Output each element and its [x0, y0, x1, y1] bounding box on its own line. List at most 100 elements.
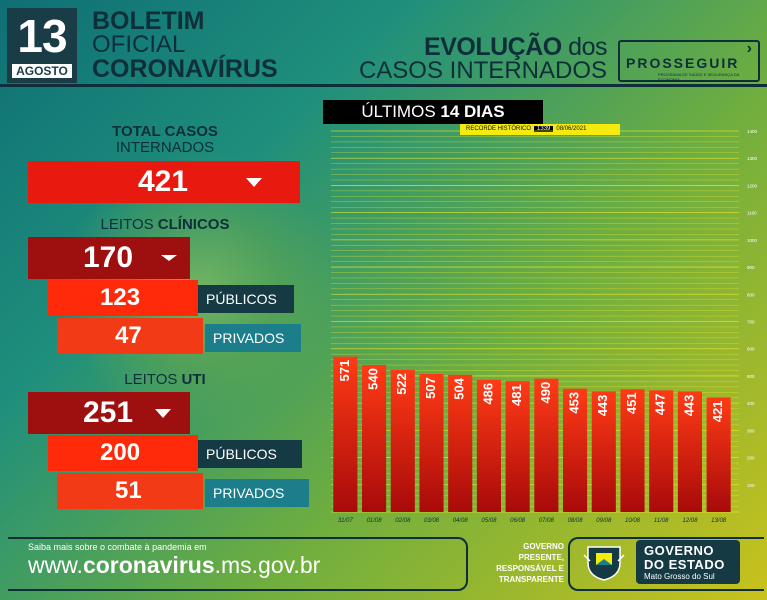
bar-value-label: 451 — [624, 392, 639, 414]
record-label: RECORDE HISTÓRICO — [466, 126, 532, 132]
bar-value-label: 443 — [681, 395, 696, 417]
bar — [563, 388, 588, 512]
government-slogan: GOVERNO PRESENTE, RESPONSÁVEL E TRANSPAR… — [478, 541, 564, 585]
clinicos-publicos-tag: PÚBLICOS — [198, 285, 294, 313]
bar — [476, 379, 501, 512]
chart-heading-line-2: CASOS INTERNADOS — [358, 57, 607, 84]
government-logo: GOVERNO DO ESTADO Mato Grosso do Sul — [636, 540, 740, 584]
footer-info-text: Saiba mais sobre o combate à pandemia em — [28, 542, 207, 552]
x-tick-label: 10/08 — [625, 518, 641, 524]
chevron-right-icon: › — [746, 40, 752, 57]
bar — [706, 397, 731, 512]
state-crest-icon — [583, 546, 625, 581]
bar-value-label: 540 — [366, 368, 381, 390]
prosseguir-logo-subtitle: PROGRAMA DE SAÚDE E SEGURANÇA DA ECONOMI… — [658, 72, 740, 82]
y-tick-label: 500 — [747, 374, 755, 379]
y-tick-label: 900 — [747, 265, 755, 270]
government-logo-line-3: Mato Grosso do Sul — [644, 572, 715, 581]
total-label: TOTAL CASOS INTERNADOS — [80, 124, 250, 156]
x-tick-label: 05/08 — [481, 518, 497, 524]
clinicos-publicos-value: 123 — [100, 284, 141, 311]
bar-value-label: 522 — [394, 373, 409, 395]
y-tick-label: 300 — [747, 428, 755, 433]
chart-heading-bold: EVOLUÇÃO — [424, 33, 562, 61]
date-month: AGOSTO — [12, 64, 72, 78]
bulletin-title-line-2: OFICIAL — [92, 31, 186, 58]
uti-label: LEITOS UTI — [80, 371, 250, 388]
y-tick-label: 100 — [747, 483, 755, 488]
x-tick-label: 01/08 — [367, 518, 383, 524]
y-tick-label: 1300 — [747, 156, 758, 161]
uti-value: 251 — [83, 396, 134, 429]
chart-banner-pre: ÚLTIMOS — [361, 102, 441, 121]
bar — [362, 365, 387, 512]
clinicos-value: 170 — [83, 241, 134, 274]
x-tick-label: 07/08 — [539, 518, 555, 524]
bar-value-label: 486 — [480, 383, 495, 405]
bar — [534, 378, 559, 512]
date-box: 13 AGOSTO — [7, 8, 77, 83]
x-tick-label: 04/08 — [453, 518, 469, 524]
y-tick-label: 1400 — [747, 129, 758, 134]
bar-value-label: 453 — [567, 392, 582, 414]
uti-value-box: 251 — [28, 392, 190, 434]
uti-privados-value: 51 — [115, 477, 142, 504]
x-tick-label: 08/08 — [568, 518, 584, 524]
x-tick-label: 09/08 — [596, 518, 612, 524]
clinicos-privados-box: 47 — [57, 318, 203, 354]
bar-chart: 100 200 300 400 500 600 700 800 900 1000 1100 1200 1… — [331, 129, 758, 524]
government-logo-line-2: DO ESTADO — [644, 557, 725, 572]
prosseguir-logo-text: PROSSEGUIR — [626, 55, 740, 71]
bar-value-label: 443 — [595, 395, 610, 417]
footer-government-frame — [568, 537, 764, 591]
bar — [620, 389, 645, 512]
bar — [448, 374, 473, 512]
y-tick-label: 1000 — [747, 238, 758, 243]
chart-banner: ÚLTIMOS 14 DIAS — [323, 100, 543, 124]
x-tick-label: 06/08 — [510, 518, 526, 524]
slogan-line: TRANSPARENTE — [498, 575, 564, 584]
record-value: 1339 — [534, 126, 554, 132]
x-tick-label: 31/07 — [338, 518, 354, 524]
x-tick-label: 03/08 — [424, 518, 440, 524]
bar — [419, 374, 444, 512]
date-day: 13 — [17, 10, 67, 62]
uti-publicos-box: 200 — [48, 435, 198, 471]
x-tick-label: 12/08 — [682, 518, 698, 524]
footer-website-link[interactable]: www.coronavirus.ms.gov.br — [28, 552, 320, 579]
record-strip: RECORDE HISTÓRICO 1339 08/06/2021 — [460, 124, 620, 135]
uti-label-pre: LEITOS — [124, 371, 182, 388]
y-tick-label: 600 — [747, 347, 755, 352]
bar-value-label: 490 — [538, 382, 553, 404]
record-date: 08/06/2021 — [556, 126, 587, 132]
bar — [649, 390, 674, 512]
uti-privados-box: 51 — [57, 473, 203, 509]
bar-value-label: 504 — [452, 377, 467, 399]
bar — [591, 391, 616, 512]
x-tick-label: 13/08 — [711, 518, 727, 524]
y-tick-label: 200 — [747, 456, 755, 461]
uti-publicos-tag: PÚBLICOS — [198, 440, 302, 468]
clinicos-value-box: 170 — [28, 237, 190, 279]
y-tick-label: 400 — [747, 401, 755, 406]
y-tick-label: 800 — [747, 292, 755, 297]
total-value: 421 — [138, 165, 189, 198]
total-label-line-2: INTERNADOS — [115, 139, 215, 156]
uti-publicos-value: 200 — [100, 439, 141, 466]
y-tick-label: 1200 — [747, 183, 758, 188]
url-domain: coronavirus — [82, 552, 215, 578]
slogan-line: PRESENTE, — [518, 553, 564, 562]
bar — [390, 369, 415, 512]
clinicos-label: LEITOS CLÍNICOS — [80, 216, 250, 233]
bulletin-title: BOLETIM OFICIAL CORONAVÍRUS — [92, 9, 278, 82]
x-tick-label: 02/08 — [395, 518, 411, 524]
arrow-down-icon — [155, 408, 172, 418]
x-tick-label: 11/08 — [654, 518, 669, 524]
bar-value-label: 571 — [337, 360, 352, 382]
chart-heading: EVOLUÇÃO dos CASOS INTERNADOS — [358, 33, 608, 84]
bar — [333, 356, 358, 512]
uti-label-bold: UTI — [181, 371, 206, 388]
y-tick-label: 700 — [747, 320, 755, 325]
url-prefix: www. — [28, 552, 83, 578]
slogan-line: RESPONSÁVEL E — [496, 564, 564, 573]
